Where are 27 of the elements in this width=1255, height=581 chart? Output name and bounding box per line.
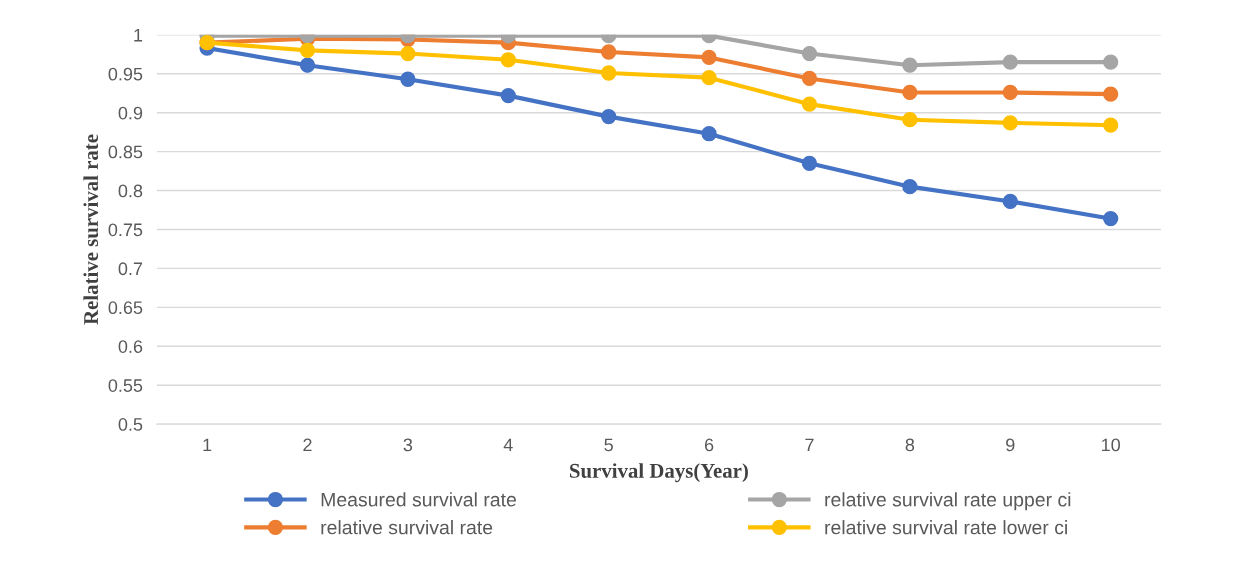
y-tick-label: 0.65 bbox=[108, 301, 143, 315]
x-axis-title: Survival Days(Year) bbox=[570, 463, 748, 483]
y-tick-label: 0.75 bbox=[108, 223, 143, 237]
x-tick-label: 7 bbox=[805, 438, 814, 452]
y-tick-label: 0.8 bbox=[118, 184, 143, 198]
y-axis-title: Relative survival rate bbox=[83, 134, 99, 325]
y-tick-label: 1 bbox=[134, 28, 143, 42]
x-tick-label: 5 bbox=[604, 438, 613, 452]
x-tick-label: 9 bbox=[1006, 438, 1015, 452]
legend-label: relative survival rate lower ci bbox=[825, 520, 1067, 535]
y-tick-label: 0.9 bbox=[118, 106, 143, 120]
y-tick-label: 0.5 bbox=[118, 418, 143, 431]
x-tick-label: 10 bbox=[1102, 438, 1121, 452]
y-tick-label: 0.6 bbox=[118, 340, 143, 353]
x-tick-label: 6 bbox=[704, 438, 714, 452]
x-tick-label: 3 bbox=[403, 438, 413, 452]
x-tick-label: 1 bbox=[203, 438, 212, 452]
legend-label: relative survival rate upper ci bbox=[825, 492, 1071, 511]
x-tick-label: 4 bbox=[503, 438, 513, 452]
y-tick-label: 0.85 bbox=[108, 145, 143, 159]
x-tick-label: 2 bbox=[303, 438, 312, 452]
legend-label: Measured survival rate bbox=[321, 492, 516, 507]
y-tick-label: 0.95 bbox=[108, 67, 143, 81]
x-tick-label: 8 bbox=[905, 438, 915, 452]
legend-label: relative survival rate bbox=[321, 520, 493, 535]
y-tick-label: 0.7 bbox=[118, 262, 143, 276]
y-tick-label: 0.55 bbox=[108, 379, 143, 392]
